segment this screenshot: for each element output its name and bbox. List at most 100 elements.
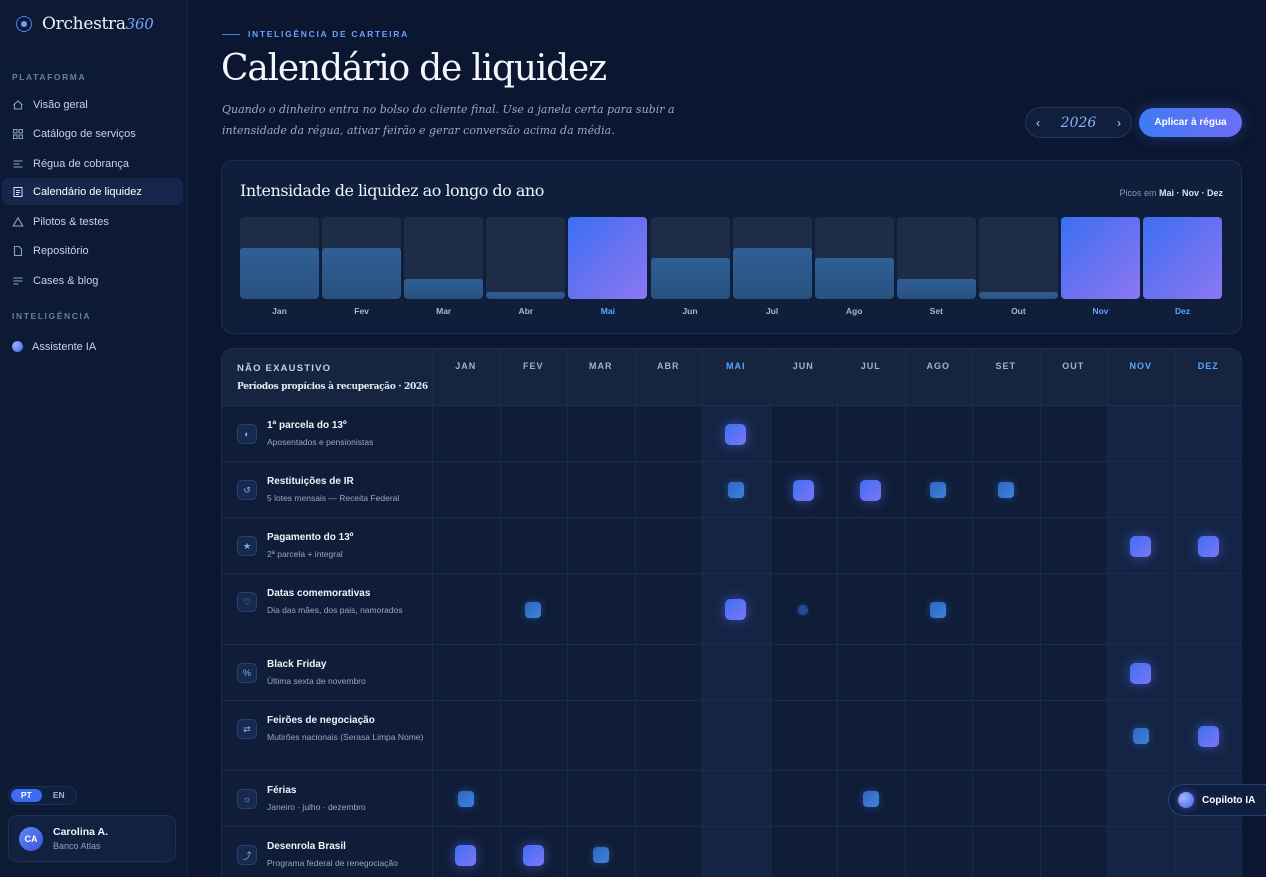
bar-label: Jan [272, 306, 287, 316]
intensity-marker-nov[interactable] [1130, 662, 1152, 684]
bar-slot-out[interactable] [978, 217, 1058, 299]
peak-column-nov [1107, 349, 1175, 877]
bar-slot-abr[interactable] [486, 217, 566, 299]
intensity-marker-jan[interactable] [455, 844, 477, 866]
bar-slot-jun[interactable] [650, 217, 730, 299]
table-row[interactable]: ⤴ Desenrola Brasil Programa federal de ren… [222, 827, 1241, 877]
bar-label: Abr [518, 306, 534, 316]
table-row[interactable]: ⇄ Feirões de negociação Mutirões nacionais… [222, 701, 1241, 771]
column-divider [769, 349, 771, 877]
row-description: Janeiro · julho · dezembro [267, 802, 366, 812]
table-subtitle: Períodos propícios à recuperação · 2026 [237, 382, 428, 392]
table-row[interactable]: ♡ Datas comemorativas Dia das mães, dos pa… [222, 574, 1241, 645]
intensity-marker-ago[interactable] [930, 482, 947, 498]
bar-out [978, 292, 1058, 299]
nav-section-platform: PLATAFORMA [12, 72, 87, 82]
intensity-marker-jul[interactable] [862, 791, 879, 807]
intensity-marker-dez[interactable] [1197, 725, 1219, 747]
table-row[interactable]: ★ Pagamento do 13º 2ª parcela + integral [222, 518, 1241, 574]
brand-logo[interactable]: Orchestra360 [14, 14, 154, 34]
month-header-jan: JAN [455, 361, 477, 371]
chevron-left-icon[interactable]: ‹ [1036, 115, 1040, 130]
sidebar-item-label: Visão geral [33, 98, 88, 111]
sidebar-item-catalogo[interactable]: Catálogo de serviços [2, 120, 183, 147]
row-title: Black Friday [267, 659, 327, 670]
user-name: Carolina A. [53, 826, 109, 838]
percent-icon: % [237, 663, 257, 683]
intensity-marker-mai[interactable] [725, 599, 747, 620]
bar-slot-jul[interactable] [732, 217, 812, 299]
intensity-marker-fev[interactable] [525, 601, 542, 618]
column-divider [702, 349, 703, 877]
chevron-right-icon[interactable]: › [1116, 115, 1121, 130]
table-row[interactable]: % Black Friday Última sexta de novembro [222, 645, 1241, 701]
user-org: Banco Atlas [53, 841, 101, 851]
month-header-jun: JUN [792, 361, 814, 371]
bar-label: Fev [354, 306, 369, 316]
intensity-marker-mar[interactable] [592, 847, 609, 863]
intensity-marker-mai[interactable] [727, 482, 744, 498]
intensity-marker-dez[interactable] [1197, 535, 1219, 557]
bar-slot-mai[interactable] [568, 217, 648, 299]
table-row[interactable]: ☼ Férias Janeiro · julho · dezembro [222, 771, 1241, 827]
intensity-marker-jun[interactable] [792, 479, 814, 501]
bar-chart [240, 217, 1224, 299]
intensity-marker-jul[interactable] [860, 479, 882, 501]
month-header-mai: MAI [726, 361, 746, 371]
hook-arrow-icon: ⤴ [237, 845, 257, 865]
eyebrow-line [222, 33, 240, 35]
lang-en-option[interactable]: EN [52, 790, 65, 800]
column-divider [1174, 349, 1176, 877]
sidebar-item-repositorio[interactable]: Repositório [2, 237, 183, 264]
bar-label: Mar [436, 306, 452, 316]
intensity-marker-nov[interactable] [1132, 728, 1149, 744]
sidebar-item-regua[interactable]: Régua de cobrança [2, 150, 183, 177]
intensity-marker-set[interactable] [997, 482, 1014, 498]
table-row[interactable]: ◐ 1ª parcela do 13º Aposentados e pensioni… [222, 406, 1241, 462]
copilot-orb-icon [1178, 792, 1194, 808]
bar-label: Out [1011, 306, 1026, 316]
sidebar-item-calendario[interactable]: Calendário de liquidez [2, 178, 183, 205]
sidebar-item-assistente[interactable]: Assistente IA [2, 333, 183, 360]
intensity-marker-ago[interactable] [930, 601, 947, 618]
triangle-icon [12, 216, 24, 228]
bar-mai [568, 217, 648, 299]
copilot-label: Copiloto IA [1202, 794, 1256, 806]
intensity-marker-mai[interactable] [725, 423, 747, 445]
intensity-marker-nov[interactable] [1130, 535, 1152, 557]
sidebar-item-visao-geral[interactable]: Visão geral [2, 91, 183, 118]
lang-pt-option[interactable]: PT [11, 789, 42, 802]
bar-label: Mai [600, 306, 615, 316]
intensity-marker-jan[interactable] [457, 791, 474, 807]
row-description: Dia das mães, dos pais, namorados [267, 605, 403, 615]
sidebar-item-cases-blog[interactable]: Cases & blog [2, 267, 183, 294]
month-header-ago: AGO [926, 361, 950, 371]
row-title: Férias [267, 785, 297, 796]
sidebar-item-pilotos[interactable]: Pilotos & testes [2, 208, 183, 235]
year-value: 2026 [1060, 114, 1097, 131]
bar-slot-nov[interactable] [1061, 217, 1140, 299]
apply-button[interactable]: Aplicar à régua [1139, 108, 1242, 137]
bar-label: Jul [765, 306, 779, 316]
intensity-marker-jun[interactable] [798, 604, 809, 615]
row-title: Pagamento do 13º [267, 532, 354, 543]
bar-slot-jan[interactable] [240, 217, 319, 299]
bar-slot-mar[interactable] [404, 217, 484, 299]
bar-jan [240, 248, 319, 299]
bar-slot-dez[interactable] [1143, 217, 1223, 299]
bar-slot-fev[interactable] [322, 217, 402, 299]
bar-slot-set[interactable] [896, 217, 976, 299]
intensity-marker-fev[interactable] [522, 844, 544, 866]
bar-slot-ago[interactable] [814, 217, 894, 299]
row-title: Datas comemorativas [267, 588, 371, 599]
row-title: Feirões de negociação [267, 715, 375, 726]
row-title: 1ª parcela do 13º [267, 420, 347, 431]
language-toggle[interactable]: PT EN [8, 786, 77, 805]
user-card[interactable]: CA Carolina A. Banco Atlas [8, 815, 176, 862]
grid-icon [12, 128, 24, 140]
heart-icon: ♡ [237, 592, 257, 612]
table-row[interactable]: ↺ Restituições de IR 5 lotes mensais — Rec… [222, 462, 1241, 518]
month-header-abr: ABR [657, 361, 680, 371]
row-description: 2ª parcela + integral [267, 549, 343, 559]
copilot-button[interactable]: Copiloto IA [1168, 784, 1266, 816]
